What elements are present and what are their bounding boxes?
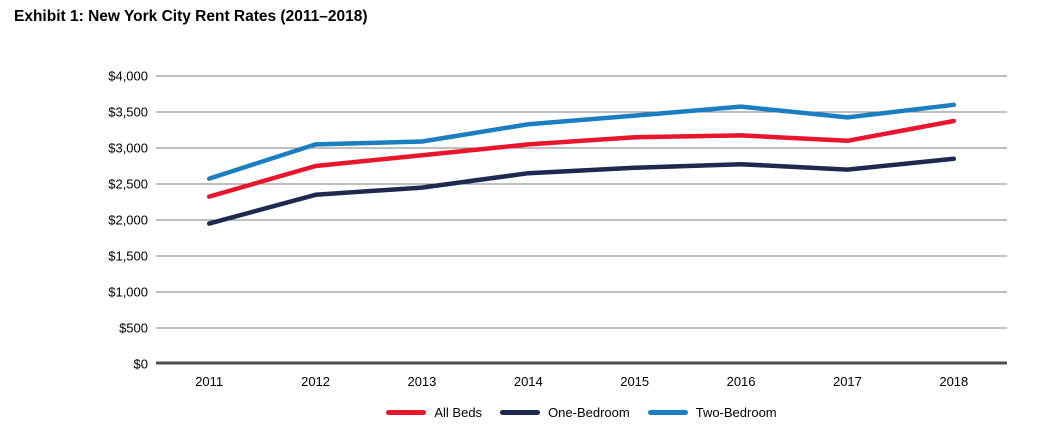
x-tick-label: 2017: [833, 374, 862, 389]
y-tick-label: $3,000: [108, 141, 148, 156]
y-tick-label: $4,000: [108, 69, 148, 84]
x-tick-label: 2015: [620, 374, 649, 389]
legend-swatch-one-bedroom: [500, 409, 541, 415]
y-tick-label: $1,000: [108, 285, 148, 300]
legend-item-one-bedroom: One-Bedroom: [500, 405, 630, 420]
rent-line-chart-canvas: $0 $500 $1,000 $1,500 $2,000 $2,500 $3,000 $3,5…: [108, 69, 1007, 389]
x-tick-label: 2018: [939, 374, 968, 389]
legend-item-all-beds: All Beds: [386, 405, 482, 420]
x-tick-label: 2016: [727, 374, 756, 389]
legend-label-all-beds: All Beds: [434, 404, 483, 420]
chart-title: Exhibit 1: New York City Rent Rates (201…: [14, 8, 368, 25]
series-line-one-bedroom: [206, 156, 957, 226]
y-tick-label: $0: [134, 357, 148, 372]
y-tick-label: $3,500: [108, 105, 148, 120]
legend-label-one-bedroom: One-Bedroom: [548, 404, 630, 420]
chart-legend: All Beds One-Bedroom Two-Bedroom: [156, 403, 1007, 421]
y-tick-label: $500: [119, 321, 148, 336]
y-tick-label: $1,500: [108, 249, 148, 264]
x-tick-label: 2013: [407, 374, 436, 389]
legend-swatch-all-beds: [386, 409, 427, 415]
series-line-two-bedroom: [206, 102, 957, 181]
x-tick-label: 2014: [514, 374, 543, 389]
series-line-all-beds: [206, 118, 957, 199]
legend-label-two-bedroom: Two-Bedroom: [695, 404, 777, 420]
legend-item-two-bedroom: Two-Bedroom: [647, 404, 777, 420]
y-tick-label: $2,500: [108, 177, 148, 192]
x-tick-label: 2011: [195, 374, 223, 389]
legend-swatch-two-bedroom: [647, 409, 688, 415]
y-tick-label: $2,000: [108, 213, 148, 228]
x-tick-label: 2012: [301, 374, 330, 389]
